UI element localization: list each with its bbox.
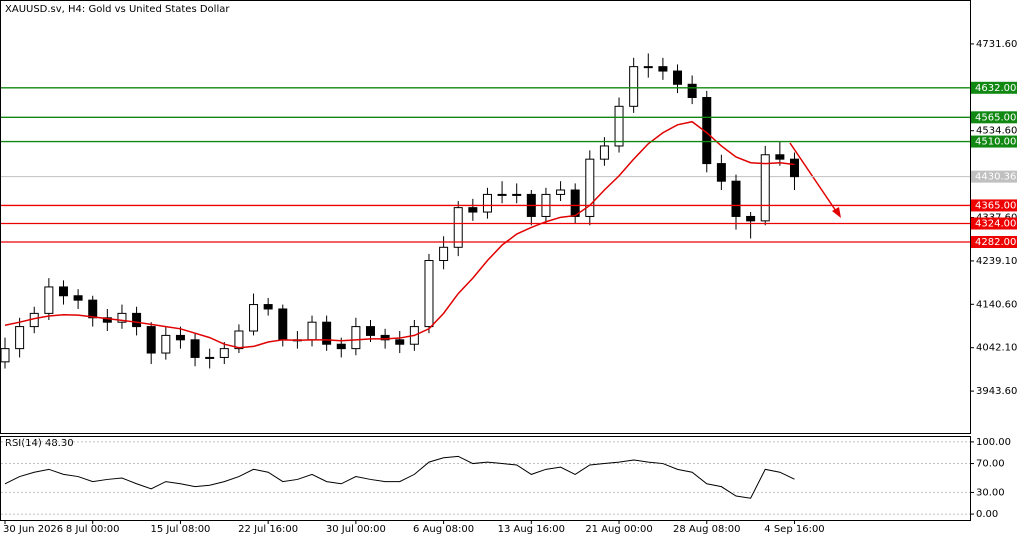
y-tick-label: 4239.10 bbox=[976, 256, 1017, 267]
candle-body bbox=[88, 299, 98, 319]
y-tick-label: 4534.60 bbox=[976, 126, 1017, 137]
y-tick-label: 4140.60 bbox=[976, 299, 1017, 310]
candle-body bbox=[161, 334, 171, 354]
candle-body bbox=[643, 66, 653, 69]
x-tick-label: 30 Jul 00:00 bbox=[326, 524, 386, 535]
candle-body bbox=[775, 154, 785, 160]
candle-body bbox=[307, 321, 317, 341]
candle-body bbox=[760, 154, 770, 222]
candle-body bbox=[234, 330, 244, 350]
candle-body bbox=[424, 260, 434, 328]
candle-body bbox=[351, 326, 361, 350]
candle-body bbox=[0, 348, 10, 363]
trend-arrow bbox=[789, 142, 839, 215]
x-tick-label: 6 Aug 08:00 bbox=[413, 524, 474, 535]
candle-body bbox=[146, 326, 156, 354]
x-tick-label: 28 Aug 08:00 bbox=[673, 524, 740, 535]
level-label: 4510.00 bbox=[975, 137, 1016, 148]
candle-body bbox=[44, 286, 54, 314]
rsi-line bbox=[4, 455, 795, 499]
candle-body bbox=[629, 66, 639, 107]
candle-body bbox=[746, 215, 756, 222]
candle-body bbox=[614, 105, 624, 147]
x-tick-label: 21 Aug 00:00 bbox=[585, 524, 652, 535]
level-box bbox=[971, 111, 1017, 124]
level-box bbox=[971, 81, 1017, 94]
candle-body bbox=[278, 308, 288, 341]
candle-body bbox=[585, 158, 595, 217]
candle-body bbox=[497, 193, 507, 196]
y-tick-label: 30.00 bbox=[976, 487, 1005, 498]
candle-body bbox=[658, 66, 668, 72]
y-tick-label: 3943.60 bbox=[976, 386, 1017, 397]
candle-body bbox=[687, 83, 697, 98]
candle-body bbox=[556, 189, 566, 195]
x-tick-label: 22 Jul 16:00 bbox=[238, 524, 298, 535]
candle-body bbox=[58, 286, 68, 297]
candle-body bbox=[190, 339, 200, 358]
candle-body bbox=[380, 334, 390, 341]
y-tick-label: 100.00 bbox=[976, 437, 1011, 448]
rsi-title: RSI(14) 48.30 bbox=[5, 438, 74, 449]
candle-body bbox=[219, 348, 229, 358]
x-tick-label: 4 Sep 16:00 bbox=[764, 524, 824, 535]
candle-body bbox=[249, 304, 259, 332]
candle-body bbox=[439, 246, 449, 262]
y-tick-label: 4731.60 bbox=[976, 39, 1017, 50]
x-tick-label: 30 Jun 2026 bbox=[3, 524, 63, 535]
moving-average bbox=[4, 120, 795, 349]
main-pane bbox=[0, 0, 971, 434]
candle-body bbox=[102, 317, 112, 323]
candle-body bbox=[716, 163, 726, 182]
candle-body bbox=[132, 312, 142, 328]
level-label: 4324.00 bbox=[975, 218, 1016, 229]
candle-body bbox=[789, 158, 799, 178]
y-tick-label: 0.00 bbox=[976, 509, 998, 520]
arrow-head bbox=[832, 207, 841, 218]
candle-body bbox=[468, 207, 478, 213]
candle-body bbox=[673, 70, 683, 85]
current-price-box bbox=[971, 170, 1017, 183]
level-label: 4365.00 bbox=[975, 200, 1016, 211]
candle-body bbox=[263, 304, 273, 310]
level-box bbox=[971, 236, 1017, 249]
candle-body bbox=[512, 193, 522, 196]
level-label: 4282.00 bbox=[975, 237, 1016, 248]
x-tick-label: 15 Jul 08:00 bbox=[150, 524, 210, 535]
x-tick-label: 13 Aug 16:00 bbox=[498, 524, 565, 535]
candle-body bbox=[395, 339, 405, 345]
candle-body bbox=[117, 312, 127, 323]
level-box bbox=[971, 199, 1017, 212]
current-price-label: 4430.36 bbox=[975, 172, 1016, 183]
candle-body bbox=[175, 334, 185, 341]
chart-title: XAUUSD.sv, H4: Gold vs United States Dol… bbox=[5, 4, 230, 15]
level-label: 4565.00 bbox=[975, 112, 1016, 123]
candle-body bbox=[482, 193, 492, 213]
y-tick-label: 70.00 bbox=[976, 459, 1005, 470]
candle-body bbox=[322, 321, 332, 345]
candle-body bbox=[570, 189, 580, 217]
candle-body bbox=[599, 145, 609, 160]
candle-body bbox=[453, 207, 463, 248]
level-box bbox=[971, 135, 1017, 148]
rsi-pane bbox=[0, 436, 971, 521]
level-label: 4632.00 bbox=[975, 83, 1016, 94]
candle-body bbox=[336, 343, 346, 350]
candle-body bbox=[205, 356, 215, 359]
y-tick-label: 4042.10 bbox=[976, 343, 1017, 354]
candle-body bbox=[15, 326, 25, 350]
candle-body bbox=[731, 180, 741, 217]
candle-body bbox=[73, 295, 83, 301]
level-box bbox=[971, 217, 1017, 230]
x-tick-label: 8 Jul 00:00 bbox=[66, 524, 120, 535]
candle-body bbox=[366, 326, 375, 336]
